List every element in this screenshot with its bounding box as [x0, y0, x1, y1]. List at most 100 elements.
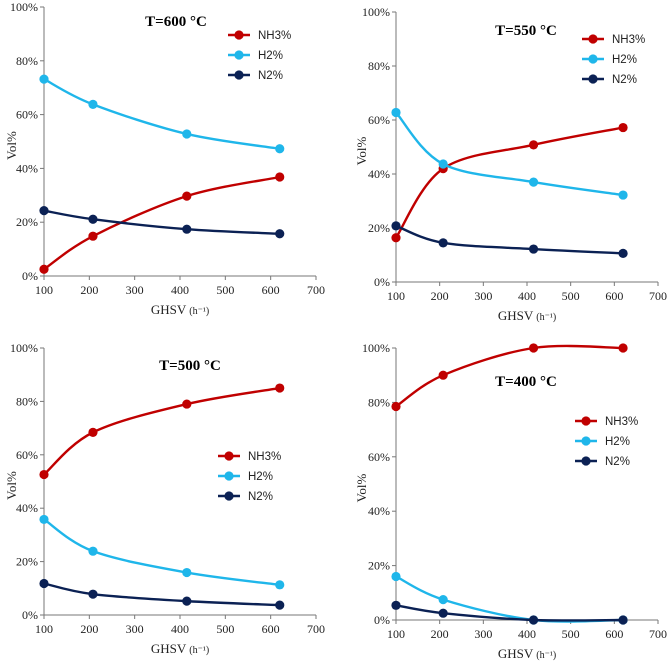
legend-swatch-marker [588, 74, 598, 84]
x-tick-label: 200 [431, 627, 449, 641]
x-axis-title: GHSV (h⁻¹) [151, 302, 209, 317]
y-axis-title: Vol% [4, 131, 19, 160]
legend-label: H2% [258, 50, 283, 62]
y-tick-label: 20% [16, 555, 38, 569]
data-point-nh3 [182, 399, 192, 409]
series-line-n2 [43, 209, 280, 235]
legend-swatch-marker [234, 70, 244, 80]
data-point-nh3 [39, 264, 49, 274]
data-point-nh3 [182, 191, 192, 201]
legend-swatch-marker [234, 50, 244, 60]
x-tick-label: 100 [35, 283, 53, 297]
data-point-n2 [88, 214, 98, 224]
data-point-n2 [39, 206, 49, 216]
legend-label: NH3% [605, 416, 638, 428]
y-tick-label: 60% [16, 108, 38, 122]
y-axis-title: Vol% [4, 471, 19, 500]
data-point-nh3 [528, 140, 539, 150]
y-tick-label: 80% [16, 394, 38, 408]
x-tick-label: 200 [80, 283, 98, 297]
series-line-nh3 [394, 126, 624, 239]
y-tick-label: 100% [10, 341, 38, 355]
legend-label: H2% [605, 436, 630, 448]
data-point-n2 [39, 578, 49, 589]
y-tick-label: 40% [16, 501, 38, 515]
data-point-h2 [88, 99, 98, 109]
y-tick-label: 80% [368, 59, 390, 73]
y-tick-label: 80% [16, 54, 38, 68]
data-point-h2 [275, 580, 285, 590]
data-point-h2 [528, 177, 539, 187]
x-axis-title: GHSV (h⁻¹) [498, 308, 556, 323]
data-point-h2 [39, 74, 49, 84]
chart-panel-1: 0% 20% 40% 60% 80% 100% 100 200 300 400 500 600 700 G… [4, 0, 325, 317]
y-tick-label: 80% [368, 395, 390, 409]
data-point-nh3 [391, 401, 401, 412]
y-tick-label: 20% [368, 221, 390, 235]
data-point-nh3 [528, 343, 539, 353]
data-point-h2 [182, 567, 192, 578]
series-line-h2 [43, 518, 280, 587]
chart-title: T=500 °C [159, 358, 221, 374]
data-point-n2 [618, 248, 628, 258]
data-point-nh3 [275, 383, 285, 393]
chart-title: T=550 °C [495, 23, 557, 39]
chart-title: T=600 °C [145, 14, 207, 30]
x-tick-label: 700 [307, 622, 325, 636]
legend-label: H2% [248, 471, 273, 483]
x-tick-label: 400 [518, 627, 536, 641]
x-tick-label: 300 [126, 283, 144, 297]
x-tick-label: 600 [605, 289, 623, 303]
y-tick-label: 0% [22, 608, 38, 622]
y-axis-title: Vol% [354, 474, 369, 503]
y-tick-label: 40% [368, 504, 390, 518]
x-tick-label: 400 [171, 622, 189, 636]
x-tick-label: 200 [80, 622, 98, 636]
legend-label: NH3% [248, 451, 281, 463]
data-point-h2 [438, 595, 448, 605]
y-tick-label: 60% [368, 113, 390, 127]
y-tick-label: 100% [10, 0, 38, 14]
data-point-h2 [88, 546, 98, 556]
data-point-n2 [618, 615, 628, 625]
data-point-h2 [618, 190, 628, 200]
series-line-n2 [395, 224, 624, 255]
x-axis-title: GHSV (h⁻¹) [498, 646, 556, 661]
x-tick-label: 100 [387, 627, 405, 641]
legend-swatch-marker [224, 451, 234, 461]
series-line-n2 [43, 582, 280, 607]
legend-label: N2% [258, 70, 283, 82]
series-line-h2 [395, 111, 624, 197]
x-tick-label: 700 [649, 627, 667, 641]
legend-label: N2% [605, 456, 630, 468]
legend-label: N2% [612, 74, 637, 86]
x-tick-label: 700 [307, 283, 325, 297]
x-tick-label: 500 [216, 283, 234, 297]
legend: NH3% H2% N2% [575, 416, 638, 468]
legend-swatch-marker [234, 30, 244, 40]
y-tick-label: 0% [22, 269, 38, 283]
x-tick-label: 500 [216, 622, 234, 636]
y-tick-label: 60% [368, 450, 390, 464]
legend-swatch-marker [588, 54, 598, 64]
legend: NH3% H2% N2% [228, 30, 291, 82]
x-tick-label: 500 [562, 627, 580, 641]
data-point-n2 [275, 600, 285, 610]
data-point-nh3 [275, 172, 285, 182]
y-tick-label: 20% [16, 215, 38, 229]
y-tick-label: 100% [362, 341, 390, 355]
x-tick-label: 400 [171, 283, 189, 297]
x-tick-label: 500 [562, 289, 580, 303]
x-tick-label: 600 [262, 283, 280, 297]
legend-label: N2% [248, 491, 273, 503]
data-point-n2 [182, 224, 192, 234]
legend-swatch-marker [588, 34, 598, 44]
y-tick-label: 40% [16, 161, 38, 175]
data-point-h2 [391, 571, 401, 582]
data-point-nh3 [88, 427, 98, 437]
data-point-n2 [391, 221, 401, 231]
y-tick-label: 60% [16, 448, 38, 462]
x-tick-label: 600 [262, 622, 280, 636]
legend: NH3% H2% N2% [218, 451, 281, 503]
